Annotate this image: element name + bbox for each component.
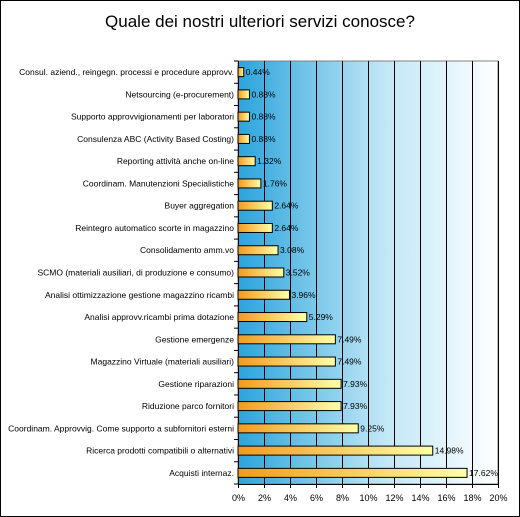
category-label: Buyer aggregation bbox=[165, 201, 235, 211]
value-label: 9.25% bbox=[360, 423, 385, 433]
value-label: 7.93% bbox=[343, 379, 368, 389]
category-label: Consolidamento amm.vo bbox=[140, 245, 234, 255]
category-label: Acquisti internaz. bbox=[169, 468, 234, 478]
value-label: 1.32% bbox=[257, 156, 282, 166]
bar bbox=[237, 178, 262, 189]
value-labels: 0.44% 0.88% 0.88% 0.88% 1.32% 1.76% 2.64% 2.64%… bbox=[246, 67, 499, 478]
x-tick-label: 6% bbox=[310, 493, 323, 503]
value-label: 7.49% bbox=[337, 357, 362, 367]
value-label: 5.29% bbox=[309, 312, 334, 322]
bar bbox=[237, 245, 279, 256]
bar bbox=[237, 289, 290, 300]
value-label: 1.76% bbox=[263, 178, 288, 188]
bar bbox=[237, 334, 336, 345]
value-label: 0.88% bbox=[251, 134, 276, 144]
bar bbox=[237, 423, 359, 434]
category-label: Coordinam. Approvvig. Come supporto a su… bbox=[8, 423, 234, 433]
x-tick-label: 12% bbox=[385, 493, 403, 503]
value-label: 17.62% bbox=[469, 468, 498, 478]
bar bbox=[237, 222, 273, 233]
value-label: 7.93% bbox=[343, 401, 368, 411]
value-label: 3.96% bbox=[291, 290, 316, 300]
bar bbox=[237, 200, 273, 211]
bar bbox=[237, 111, 250, 122]
bar bbox=[237, 133, 250, 144]
value-label: 14.98% bbox=[435, 446, 464, 456]
value-label: 3.52% bbox=[286, 268, 311, 278]
chart-title: Quale dei nostri ulteriori servizi conos… bbox=[105, 12, 415, 31]
category-label: Gestione emergenze bbox=[155, 334, 234, 344]
bar bbox=[237, 445, 434, 456]
category-label: Supporto approvvigionamenti per laborato… bbox=[71, 112, 234, 122]
x-tick-label: 4% bbox=[284, 493, 297, 503]
x-tick-label: 14% bbox=[411, 493, 429, 503]
value-label: 7.49% bbox=[337, 334, 362, 344]
x-tick-label: 20% bbox=[489, 493, 507, 503]
bar bbox=[237, 156, 256, 167]
bar bbox=[237, 312, 308, 323]
bars bbox=[237, 67, 468, 478]
value-label: 2.64% bbox=[274, 223, 299, 233]
category-label: Ricerca prodotti compatibili o alternati… bbox=[86, 446, 234, 456]
bar bbox=[237, 378, 342, 389]
x-tick-label: 2% bbox=[258, 493, 271, 503]
value-label: 2.64% bbox=[274, 201, 299, 211]
category-label: Analisi approvv.ricambi prima dotazione bbox=[84, 312, 234, 322]
bar bbox=[237, 401, 342, 412]
category-label: Magazzino Virtuale (materiali ausiliari) bbox=[91, 357, 235, 367]
category-label: SCMO (materiali ausiliari, di produzione… bbox=[37, 268, 234, 278]
category-label: Analisi ottimizzazione gestione magazzin… bbox=[45, 290, 234, 300]
value-label: 0.88% bbox=[251, 89, 276, 99]
category-label: Reporting attività anche on-line bbox=[117, 156, 234, 166]
category-labels: Consul. aziend., reingegn. processi e pr… bbox=[8, 67, 234, 478]
bar bbox=[237, 67, 245, 78]
x-tick-label: 0% bbox=[232, 493, 245, 503]
value-label: 0.44% bbox=[246, 67, 271, 77]
gridlines bbox=[234, 60, 499, 488]
value-label: 0.88% bbox=[251, 112, 276, 122]
category-label: Riduzione parco fornitori bbox=[142, 401, 234, 411]
x-tick-label: 18% bbox=[463, 493, 481, 503]
category-label: Consulenza ABC (Activity Based Costing) bbox=[77, 134, 234, 144]
bar bbox=[237, 267, 285, 278]
bar bbox=[237, 356, 336, 367]
bar bbox=[237, 89, 250, 100]
x-tick-label: 10% bbox=[359, 493, 377, 503]
category-label: Consul. aziend., reingegn. processi e pr… bbox=[19, 67, 234, 77]
x-tick-label: 8% bbox=[336, 493, 349, 503]
x-axis-ticks: 0% 2% 4% 6% 8% 10% 12% 14% 16% 18% 20% bbox=[232, 493, 508, 503]
category-label: Gestione riparazioni bbox=[158, 379, 234, 389]
category-label: Netsourcing (e-procurement) bbox=[125, 89, 234, 99]
value-label: 3.08% bbox=[280, 245, 305, 255]
category-label: Coordinam. Manutenzioni Specialistiche bbox=[83, 178, 234, 188]
bar bbox=[237, 467, 468, 478]
x-tick-label: 16% bbox=[437, 493, 455, 503]
category-label: Reintegro automatico scorte in magazzino bbox=[75, 223, 234, 233]
